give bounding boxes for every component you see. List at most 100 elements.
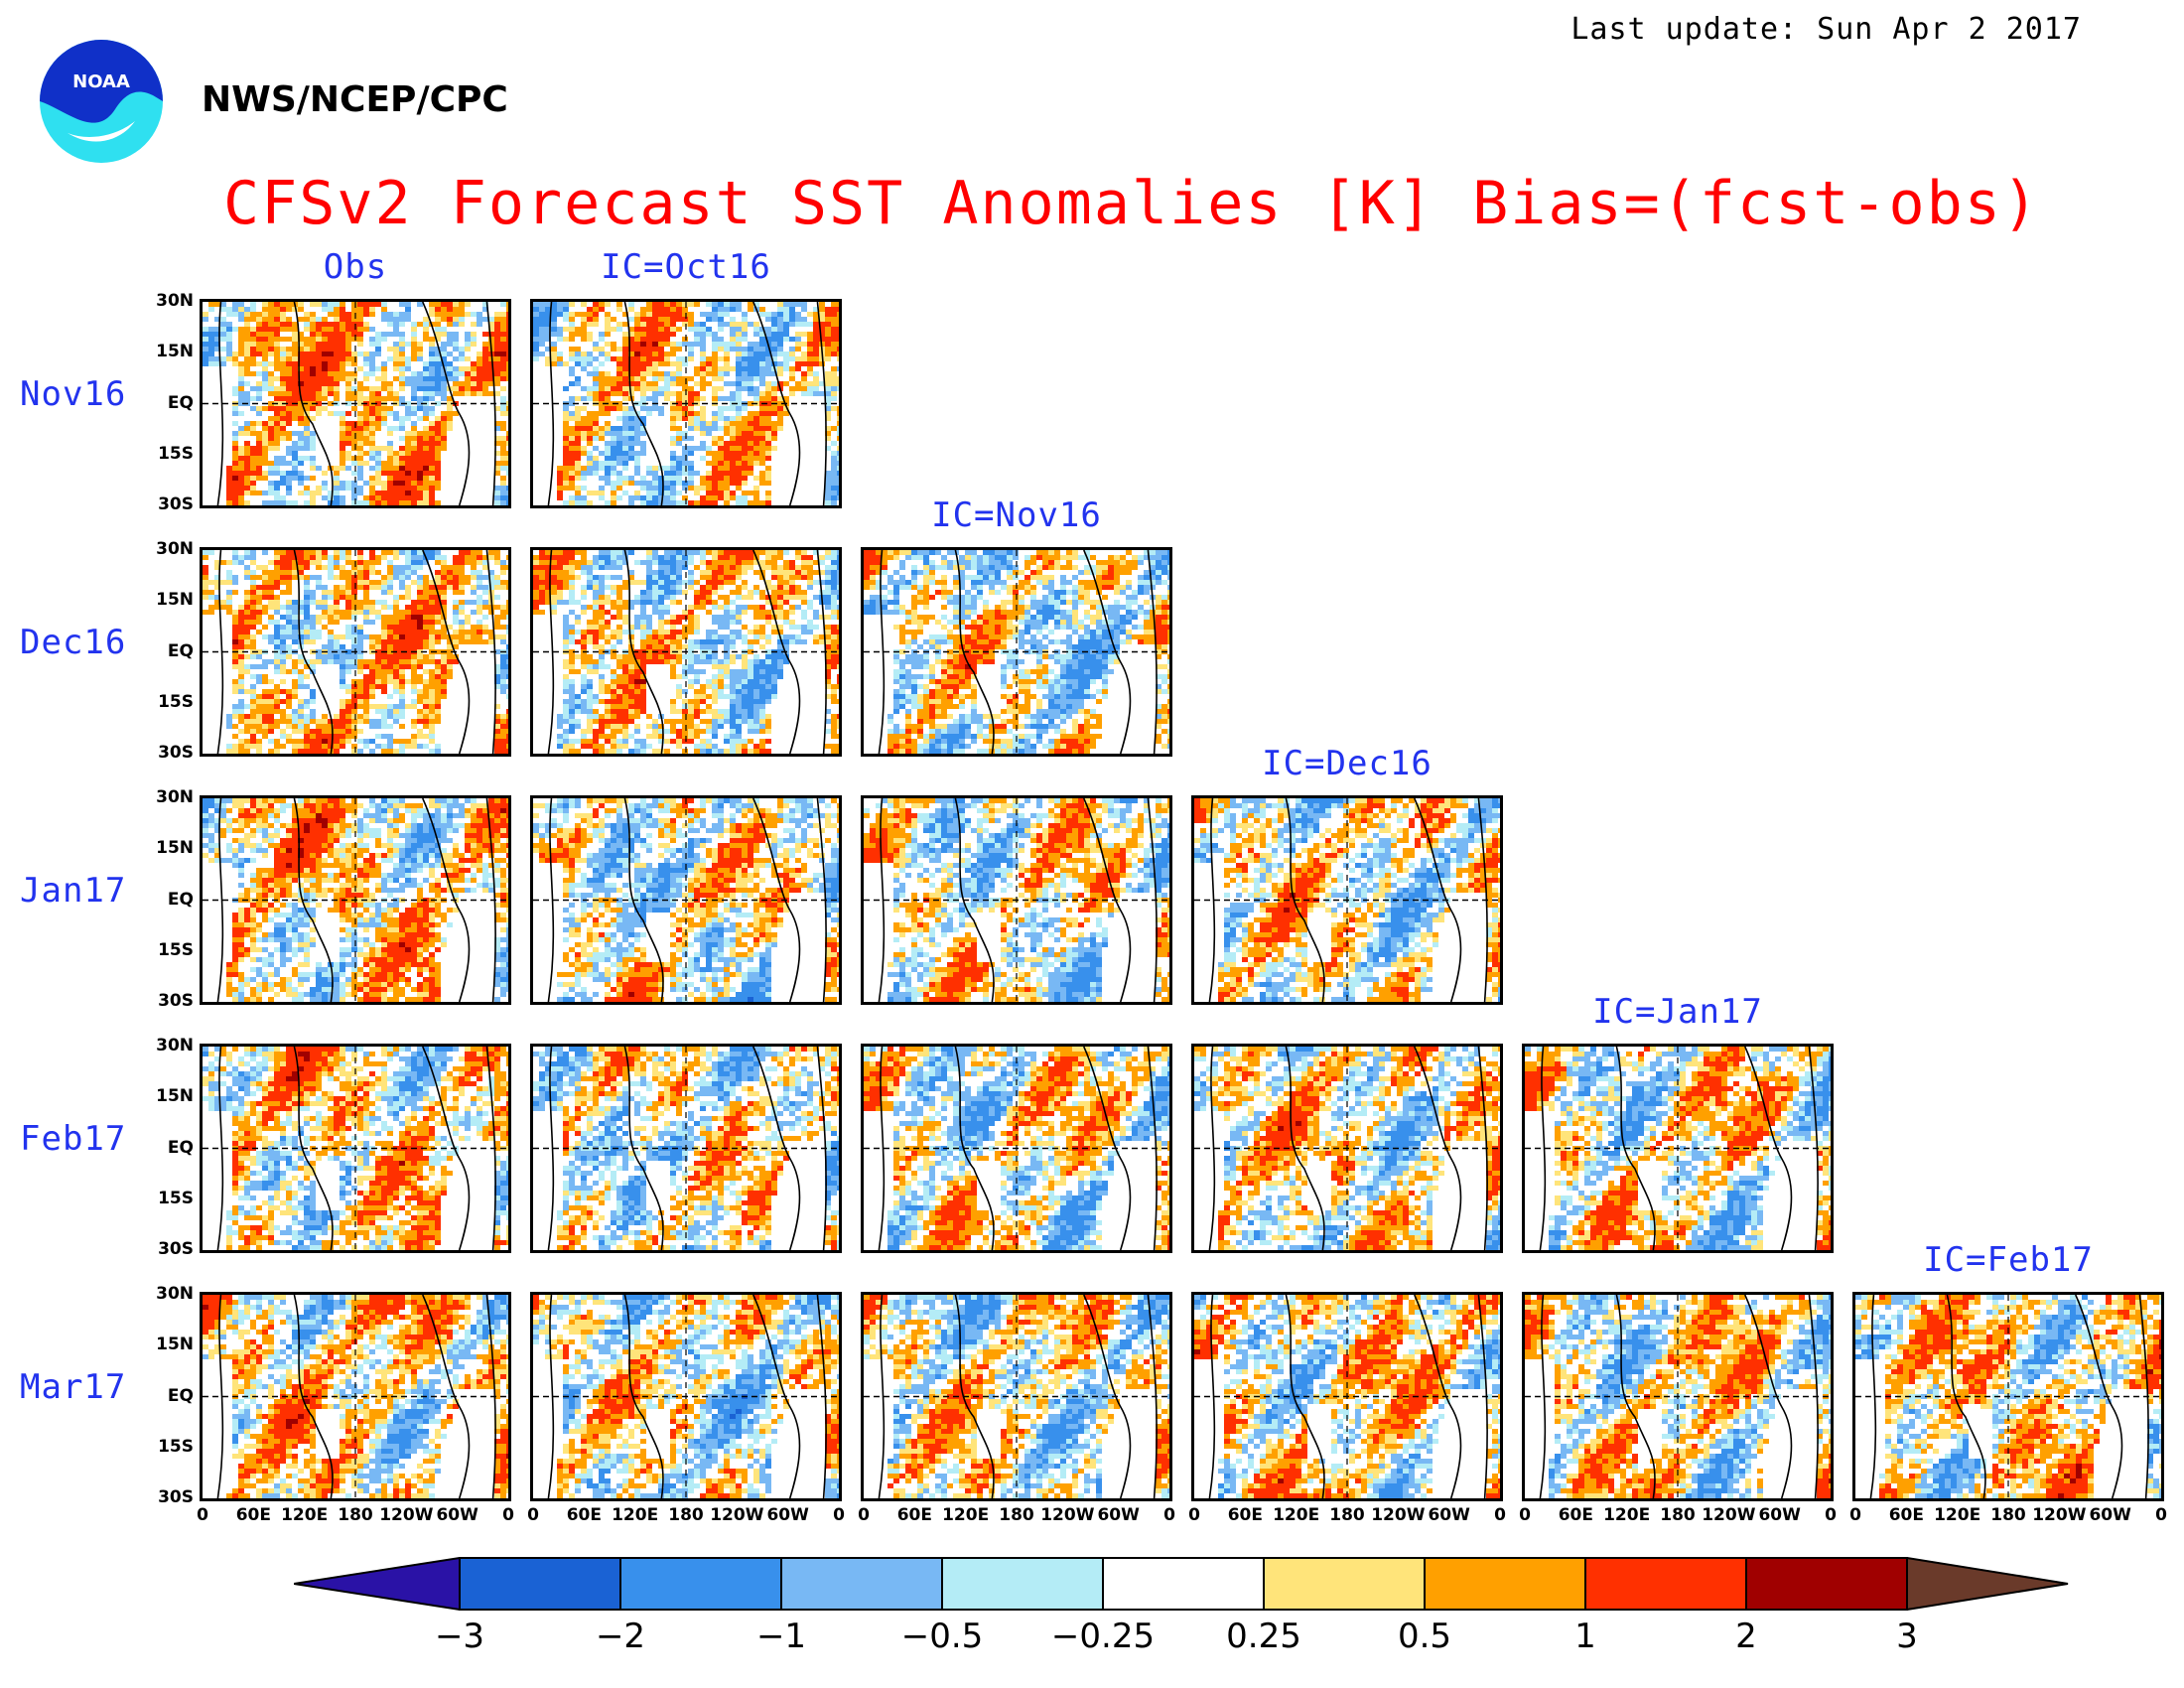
lon-tick-label: 180 [656,1505,716,1525]
lon-tick-label: 120E [606,1505,665,1525]
sst-anomaly-field [203,1295,508,1498]
lat-tick-label: 30N [142,539,194,559]
lat-tick-label: 15N [142,342,194,361]
sst-anomaly-field [1525,1047,1831,1250]
lon-tick-label: 120W [1699,1505,1758,1525]
colorbar-segment [1424,1557,1586,1611]
lon-tick-label: 120W [707,1505,766,1525]
lat-tick-label: 30S [142,1239,194,1259]
lon-tick-label: 0 [1164,1505,1224,1525]
colorbar-segment [1906,1556,2069,1612]
lon-tick-label: 60W [1420,1505,1479,1525]
map-panel-feb17-0 [200,1044,511,1253]
row-label: Mar17 [20,1367,139,1407]
lat-tick-label: 30N [142,1284,194,1304]
coastline [216,1047,496,1250]
coastline [216,1295,496,1498]
lon-tick-label: 0 [503,1505,563,1525]
lat-tick-label: 15S [142,692,194,712]
coastline [1208,798,1488,1002]
colorbar-label: 2 [1667,1617,1826,1656]
map-panel-mar17-2 [861,1292,1172,1501]
colorbar-label: −0.5 [863,1617,1022,1656]
lon-tick-label: 0 [1470,1505,1530,1525]
lat-tick-label: 15N [142,1335,194,1354]
lat-tick-label: 30S [142,1487,194,1507]
colorbar-label: −3 [380,1617,539,1656]
lat-tick-label: EQ [142,393,194,413]
lat-tick-label: EQ [142,890,194,910]
sst-anomaly-field [533,550,839,754]
lat-tick-label: EQ [142,641,194,661]
column-label: Obs [197,247,514,287]
lon-tick-label: 0 [1826,1505,1885,1525]
row-label: Nov16 [20,374,139,414]
map-panel-mar17-0 [200,1292,511,1501]
coastline [1539,1295,1819,1498]
lat-tick-label: 30S [142,494,194,514]
colorbar-segment [619,1557,782,1611]
coastline [1208,1047,1488,1250]
colorbar [293,1556,2069,1612]
lon-tick-label: 0 [1801,1505,1860,1525]
lat-tick-label: 15N [142,590,194,610]
column-label: IC=Oct16 [527,247,845,287]
lon-tick-label: 60E [1215,1505,1275,1525]
colorbar-segment [1745,1557,1908,1611]
row-label: Dec16 [20,623,139,662]
lon-tick-label: 120W [2029,1505,2089,1525]
last-update-text: Last update: Sun Apr 2 2017 [1570,12,2082,47]
coastline [547,798,827,1002]
colorbar-segment [1102,1557,1265,1611]
coastline [216,302,496,505]
coastline [878,798,1158,1002]
coastline [216,798,496,1002]
sst-anomaly-field [533,1047,839,1250]
chart-title: CFSv2 Forecast SST Anomalies [K] Bias=(f… [0,169,2184,238]
lat-tick-label: 30N [142,1036,194,1055]
coastline [878,550,1158,754]
lon-tick-label: 0 [834,1505,893,1525]
lon-tick-label: 0 [2131,1505,2184,1525]
lon-tick-label: 120W [376,1505,436,1525]
lat-tick-label: 30N [142,787,194,807]
agency-label: NWS/NCEP/CPC [202,79,508,120]
lon-tick-label: 0 [478,1505,538,1525]
lon-tick-label: 120E [1267,1505,1326,1525]
colorbar-label: 1 [1506,1617,1665,1656]
map-panel-jan17-2 [861,795,1172,1005]
coastline [547,1047,827,1250]
sst-anomaly-field [203,1047,508,1250]
column-label: IC=Nov16 [858,495,1175,535]
lat-tick-label: EQ [142,1386,194,1406]
column-label: IC=Jan17 [1519,992,1837,1032]
map-panel-nov16-0 [200,299,511,508]
lat-tick-label: 30S [142,743,194,763]
map-panel-mar17-5 [1852,1292,2164,1501]
colorbar-label: 0.5 [1345,1617,1504,1656]
map-panel-mar17-1 [530,1292,842,1501]
lon-tick-label: 0 [1495,1505,1555,1525]
lon-tick-label: 60E [554,1505,614,1525]
lon-tick-label: 60E [885,1505,944,1525]
lon-tick-label: 60W [758,1505,818,1525]
colorbar-label: −1 [702,1617,861,1656]
colorbar-segment [459,1557,621,1611]
lon-tick-label: 0 [173,1505,232,1525]
sst-anomaly-field [533,302,839,505]
map-panel-dec16-1 [530,547,842,757]
lat-tick-label: 30N [142,291,194,311]
map-panel-feb17-4 [1522,1044,1834,1253]
coastline [547,302,827,505]
lat-tick-label: 30S [142,991,194,1011]
sst-anomaly-field [1525,1295,1831,1498]
map-panel-mar17-3 [1191,1292,1503,1501]
lon-tick-label: 120E [275,1505,335,1525]
lon-tick-label: 180 [987,1505,1046,1525]
map-panel-jan17-3 [1191,795,1503,1005]
lon-tick-label: 120E [936,1505,996,1525]
sst-anomaly-field [203,302,508,505]
row-label: Jan17 [20,871,139,911]
lat-tick-label: 15N [142,838,194,858]
lon-tick-label: 0 [809,1505,869,1525]
